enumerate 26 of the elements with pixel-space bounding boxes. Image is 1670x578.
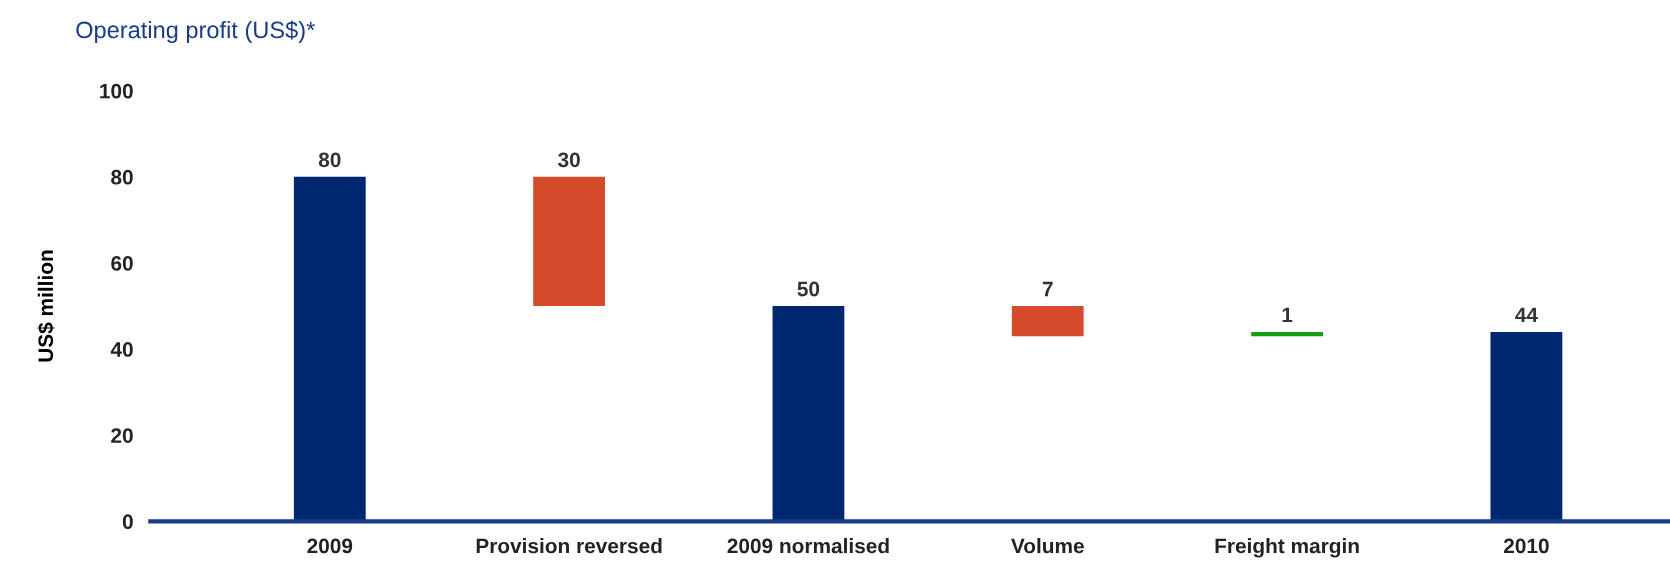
data-label: 1 [1282,307,1293,323]
x-tick-label: 2009 [307,538,353,554]
y-tick-label: 20 [111,428,133,443]
data-label: 44 [1515,307,1538,323]
bar [533,176,606,307]
x-tick-label: 2009 normalised [727,538,889,554]
chart-title: Operating profit (US$)* [76,20,315,43]
y-tick-label: 40 [110,342,133,357]
data-label: 30 [558,152,580,168]
y-tick-label: 0 [122,514,133,530]
x-tick-label: Volume [1011,538,1084,554]
bar [1251,331,1323,337]
y-tick-label: 100 [100,83,133,99]
bar [293,176,366,522]
x-tick-label: Provision reversed [476,538,662,554]
bar [1011,306,1084,337]
data-label: 7 [1042,281,1053,297]
bar [772,306,845,522]
bar [1490,331,1563,522]
y-tick-label: 60 [111,255,133,271]
data-label: 50 [797,281,820,297]
y-axis-title: US$ million [37,250,55,362]
x-tick-label: Freight margin [1215,538,1359,558]
data-label: 80 [318,152,341,168]
x-tick-label: 2010 [1503,538,1549,554]
y-tick-label: 80 [111,169,133,185]
